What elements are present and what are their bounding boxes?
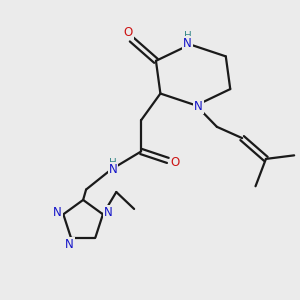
- Text: N: N: [104, 206, 112, 219]
- Text: N: N: [53, 206, 62, 219]
- Text: O: O: [123, 26, 133, 39]
- Text: N: N: [194, 100, 203, 113]
- Text: H: H: [184, 31, 192, 41]
- Text: N: N: [65, 238, 74, 250]
- Text: H: H: [109, 158, 117, 168]
- Text: O: O: [171, 156, 180, 169]
- Text: N: N: [109, 164, 117, 176]
- Text: N: N: [183, 37, 192, 50]
